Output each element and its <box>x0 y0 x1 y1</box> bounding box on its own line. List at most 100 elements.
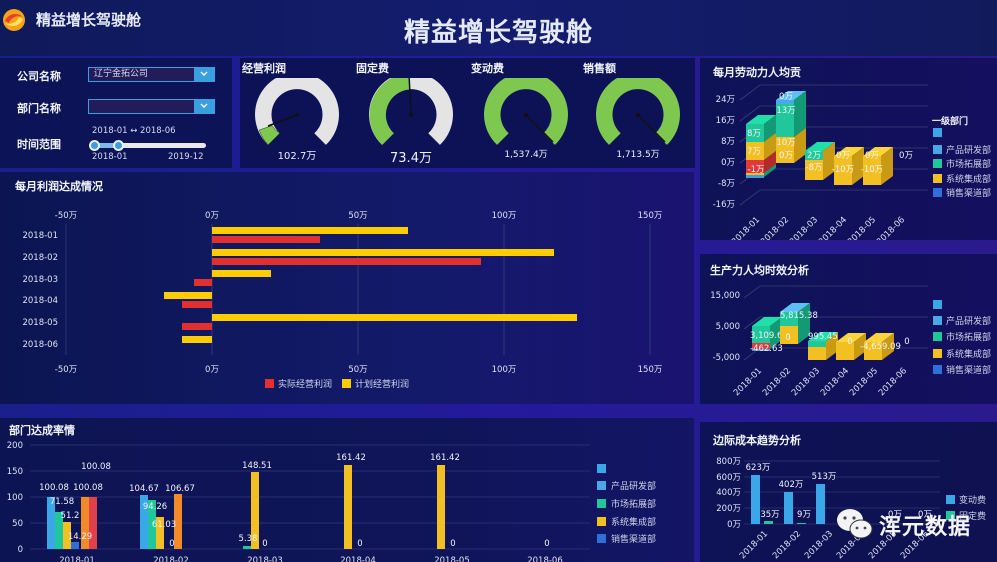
svg-text:0万: 0万 <box>727 520 741 530</box>
svg-text:15,000: 15,000 <box>710 291 740 301</box>
gauge-value: 1,713.5万 <box>616 150 660 160</box>
svg-text:-5,000: -5,000 <box>713 353 740 363</box>
company-dropdown-button[interactable] <box>194 68 214 81</box>
gauge-value: 1,537.4万 <box>504 150 548 160</box>
svg-text:94.26: 94.26 <box>143 502 167 512</box>
slider-end-handle[interactable] <box>113 140 124 151</box>
svg-text:50: 50 <box>12 519 23 529</box>
svg-text:100: 100 <box>7 493 23 503</box>
profit-legend: 实际经营利润 计划经营利润 <box>265 378 409 390</box>
svg-text:161.42: 161.42 <box>336 453 366 463</box>
svg-text:0: 0 <box>357 539 362 549</box>
svg-text:2018-03: 2018-03 <box>803 529 835 561</box>
kpi-gauges-panel: 经营利润 102.7万 固定费 73.4万 变动费 1,537.4万 销售额 <box>240 58 695 168</box>
svg-text:50万: 50万 <box>348 211 367 221</box>
productivity-panel: 生产力人均时效分析 15,000 5,000 -5,000 3,109.62 -… <box>700 254 997 404</box>
chevron-down-icon <box>200 71 208 76</box>
marginal-cost-bar-chart: 800万 600万 400万 200万 0万 623万 35万 402万 9万 51… <box>716 457 986 561</box>
svg-text:2018-01: 2018-01 <box>738 529 770 561</box>
svg-text:-16万: -16万 <box>713 200 735 210</box>
panel-title: 每月利润达成情况 <box>15 180 103 193</box>
svg-text:13万: 13万 <box>776 106 795 116</box>
department-dropdown-button[interactable] <box>194 100 214 113</box>
svg-text:150万: 150万 <box>638 211 663 221</box>
svg-text:2018-02: 2018-02 <box>761 366 793 398</box>
company-label: 公司名称 <box>17 70 61 83</box>
svg-text:2018-06: 2018-06 <box>877 366 909 398</box>
department-select[interactable] <box>88 99 215 114</box>
svg-text:2018-05: 2018-05 <box>848 366 880 398</box>
svg-text:200: 200 <box>7 441 23 451</box>
gauge-dial <box>255 78 339 146</box>
svg-text:-462.63: -462.63 <box>750 344 783 354</box>
gauge-dial <box>484 78 568 145</box>
svg-text:2018-03: 2018-03 <box>788 215 820 240</box>
svg-text:161.42: 161.42 <box>430 453 460 463</box>
svg-text:5,815.38: 5,815.38 <box>780 311 818 321</box>
svg-text:0: 0 <box>847 337 852 347</box>
gauge-sales: 销售额 1,713.5万 <box>583 58 693 168</box>
svg-text:产品研发部: 产品研发部 <box>946 315 991 327</box>
slider-start-handle[interactable] <box>89 140 100 151</box>
panel-title: 边际成本趋势分析 <box>713 434 801 447</box>
department-legend: 产品研发部 市场拓展部 系统集成部 销售渠道部 <box>597 464 656 545</box>
svg-text:2018-04: 2018-04 <box>817 215 849 240</box>
marginal-legend: 变动费 固定费 <box>946 494 986 522</box>
svg-text:200万: 200万 <box>716 504 741 514</box>
gauge-variable-cost: 变动费 1,537.4万 <box>471 58 581 168</box>
marginal-cost-panel: 边际成本趋势分析 800万 600万 400万 200万 0万 623万 35万 4… <box>700 422 997 562</box>
time-range-slider-fill <box>94 143 118 148</box>
company-select[interactable]: 辽宁金拓公司 <box>88 67 215 82</box>
svg-text:7万: 7万 <box>747 147 761 157</box>
svg-text:150: 150 <box>7 467 23 477</box>
svg-text:0万: 0万 <box>899 151 913 161</box>
time-range-slider[interactable] <box>94 143 206 148</box>
svg-text:400万: 400万 <box>716 488 741 498</box>
svg-text:100.08: 100.08 <box>73 483 103 493</box>
gauge-fixed-cost: 固定费 73.4万 <box>356 58 466 168</box>
svg-text:销售渠道部: 销售渠道部 <box>946 364 991 376</box>
svg-text:2018-06: 2018-06 <box>527 556 563 562</box>
gauge-title: 变动费 <box>471 62 504 75</box>
svg-text:8万: 8万 <box>747 129 761 139</box>
svg-text:2018-03: 2018-03 <box>22 275 58 285</box>
svg-text:0万: 0万 <box>205 211 219 221</box>
svg-text:0万: 0万 <box>779 151 793 161</box>
svg-text:5,000: 5,000 <box>716 322 740 332</box>
svg-text:2018-06: 2018-06 <box>22 340 58 350</box>
svg-text:14.29: 14.29 <box>68 532 92 542</box>
svg-text:固定费: 固定费 <box>959 510 986 522</box>
svg-text:-8万: -8万 <box>806 163 823 173</box>
svg-text:10万: 10万 <box>776 138 795 148</box>
svg-text:2018-01: 2018-01 <box>22 231 58 241</box>
svg-text:销售渠道部: 销售渠道部 <box>946 187 991 199</box>
svg-text:2018-04: 2018-04 <box>819 366 851 398</box>
gauge-title: 销售额 <box>583 62 616 75</box>
svg-text:0: 0 <box>544 539 549 549</box>
svg-text:2018-05: 2018-05 <box>434 556 470 562</box>
svg-text:995.45: 995.45 <box>808 332 838 342</box>
svg-text:2018-02: 2018-02 <box>771 529 803 561</box>
svg-text:402万: 402万 <box>779 480 804 490</box>
watermark-text: 浑元数据 <box>879 515 972 540</box>
svg-text:系统集成部: 系统集成部 <box>946 173 991 185</box>
svg-text:2018-05: 2018-05 <box>846 215 878 240</box>
productivity-3d-stacked-chart: 15,000 5,000 -5,000 3,109.62 -462.63 5,8… <box>710 285 991 398</box>
panel-title: 部门达成率情 <box>9 424 75 437</box>
svg-text:800万: 800万 <box>716 457 741 467</box>
svg-text:623万: 623万 <box>746 463 771 473</box>
svg-text:0万: 0万 <box>888 510 902 520</box>
gauge-title: 经营利润 <box>242 62 286 75</box>
svg-text:市场拓展部: 市场拓展部 <box>946 331 991 343</box>
svg-text:0: 0 <box>450 539 455 549</box>
gauge-dial <box>369 78 453 145</box>
header-bar: 精益增长驾驶舱 精益增长驾驶舱 <box>0 0 997 56</box>
svg-text:2018-02: 2018-02 <box>22 253 58 263</box>
svg-text:61.03: 61.03 <box>152 520 176 530</box>
svg-text:0万: 0万 <box>779 92 793 102</box>
svg-text:100.08: 100.08 <box>81 462 111 472</box>
svg-text:2018-01: 2018-01 <box>730 215 762 240</box>
profit-horizontal-bar-chart: -50万 0万 50万 100万 150万 -50万 0万 50万 100万 150万 … <box>22 211 663 390</box>
svg-text:-10万: -10万 <box>832 165 854 175</box>
labor-contribution-panel: 每月劳动力人均贡 24万 16万 8万 0万 -8万 -16万 8万 7万 -1… <box>700 58 997 240</box>
